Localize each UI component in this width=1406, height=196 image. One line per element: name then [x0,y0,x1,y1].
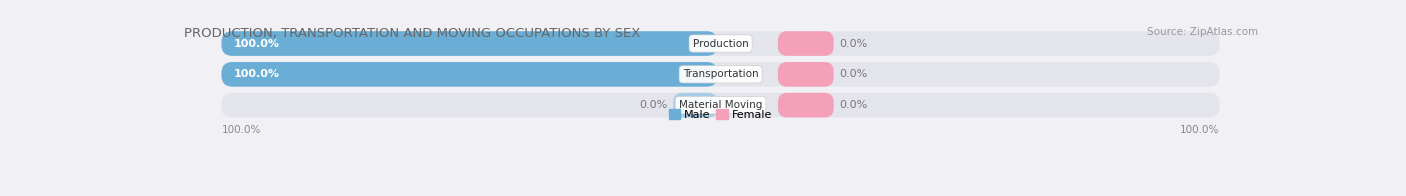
FancyBboxPatch shape [222,31,717,56]
Text: 0.0%: 0.0% [640,100,668,110]
FancyBboxPatch shape [222,31,1219,56]
FancyBboxPatch shape [222,62,1219,87]
FancyBboxPatch shape [222,62,717,87]
FancyBboxPatch shape [673,93,717,117]
FancyBboxPatch shape [778,62,834,87]
Text: Source: ZipAtlas.com: Source: ZipAtlas.com [1146,27,1257,37]
Text: 100.0%: 100.0% [1180,125,1219,135]
FancyBboxPatch shape [778,93,834,117]
Text: 0.0%: 0.0% [839,39,868,49]
FancyBboxPatch shape [778,31,834,56]
FancyBboxPatch shape [222,93,1219,117]
Text: PRODUCTION, TRANSPORTATION AND MOVING OCCUPATIONS BY SEX: PRODUCTION, TRANSPORTATION AND MOVING OC… [184,27,640,40]
Text: 100.0%: 100.0% [222,125,262,135]
Text: 100.0%: 100.0% [233,39,280,49]
Text: 0.0%: 0.0% [839,100,868,110]
Text: Production: Production [693,39,748,49]
Text: Transportation: Transportation [683,69,758,79]
Text: 100.0%: 100.0% [233,69,280,79]
Text: 0.0%: 0.0% [839,69,868,79]
Legend: Male, Female: Male, Female [665,105,776,124]
Text: Material Moving: Material Moving [679,100,762,110]
